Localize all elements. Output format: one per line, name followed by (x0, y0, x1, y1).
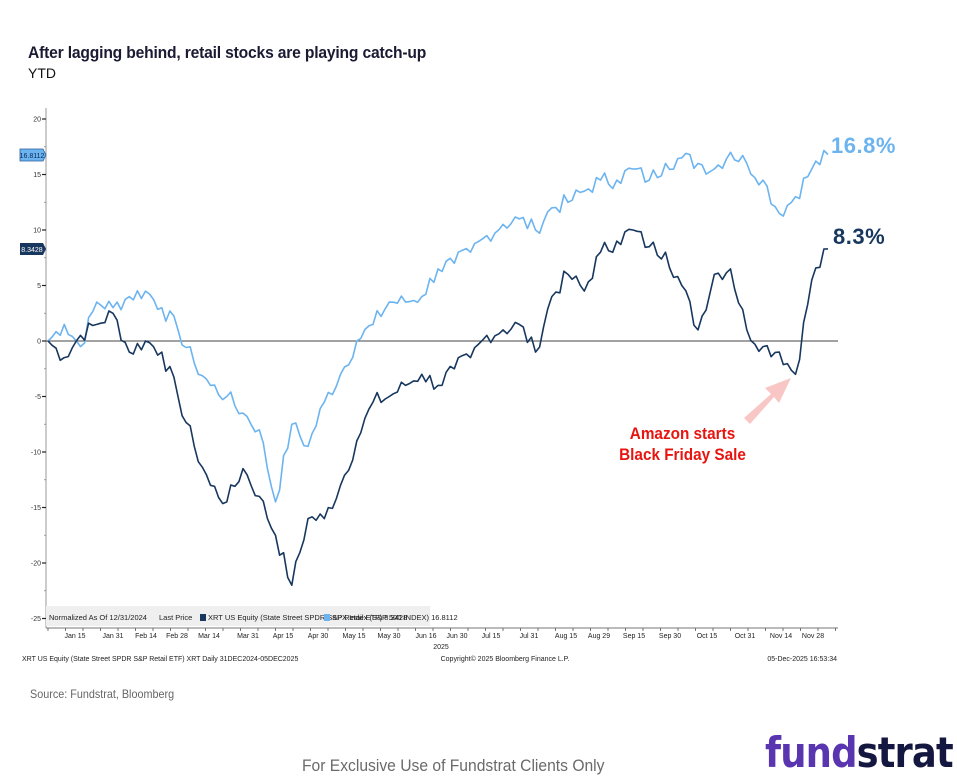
y-tick-label: -10 (31, 450, 41, 457)
xrt-value-badge: 8.3428 (20, 243, 46, 255)
legend-last-price: Last Price (159, 613, 192, 622)
spx-end-label: 16.8% (831, 133, 896, 158)
x-tick-label: Sep 30 (659, 633, 681, 640)
disclaimer: For Exclusive Use of Fundstrat Clients O… (302, 756, 605, 775)
legend-swatch-spx (324, 614, 330, 621)
x-tick-label: Oct 31 (735, 633, 756, 640)
x-tick-label: Mar 31 (237, 633, 259, 640)
legend-xrt: XRT US Equity (State Street SPDR S&P Ret… (208, 613, 407, 622)
legend-normalized: Normalized As Of 12/31/2024 (49, 613, 147, 622)
xrt-end-label: 8.3% (833, 224, 886, 249)
x-tick-label: Apr 30 (308, 633, 329, 640)
callout-line2: Black Friday Sale (619, 445, 746, 464)
fundstrat-logo: fundstrat (765, 728, 954, 777)
callout-arrow-icon (744, 378, 791, 424)
x-tick-label: Feb 14 (135, 633, 157, 640)
y-tick-label: 10 (33, 228, 41, 235)
x-tick-label: Jun 16 (415, 633, 436, 640)
x-tick-label: Nov 28 (802, 633, 824, 640)
x-tick-label: Jan 31 (102, 633, 123, 640)
line-chart: 20 15 10 5 0 -5 -10 -15 -20 -25 Jan 15 Jan 31 Feb 1… (19, 108, 838, 663)
y-tick-label: 15 (33, 172, 41, 179)
bloomberg-footer-left: XRT US Equity (State Street SPDR S&P Ret… (22, 656, 298, 663)
chart-subtitle: YTD (28, 65, 56, 81)
x-tick-label: Aug 29 (588, 633, 610, 640)
y-tick-label: -25 (31, 616, 41, 623)
legend-box (46, 606, 430, 626)
svg-text:16.8112: 16.8112 (20, 153, 45, 160)
source-note: Source: Fundstrat, Bloomberg (30, 687, 175, 701)
y-tick-label: -5 (35, 394, 41, 401)
logo-part-fund: fund (765, 728, 858, 777)
legend-swatch-xrt (200, 614, 206, 621)
y-tick-label: 0 (37, 339, 41, 346)
spx-series-line (47, 149, 829, 503)
y-tick-label: -20 (31, 561, 41, 568)
x-tick-label: Mar 14 (198, 633, 220, 640)
bloomberg-copyright: Copyright© 2025 Bloomberg Finance L.P. (441, 655, 570, 663)
svg-text:8.3428: 8.3428 (21, 247, 43, 254)
x-tick-label: Sep 15 (623, 633, 645, 640)
x-tick-label: Apr 15 (273, 633, 294, 640)
chart-title: After lagging behind, retail stocks are … (28, 43, 427, 62)
y-tick-label: 5 (37, 283, 41, 290)
x-axis-ticks: Jan 15 Jan 31 Feb 14 Feb 28 Mar 14 Mar 31 Apr … (47, 628, 836, 640)
x-tick-label: Feb 28 (166, 633, 188, 640)
callout-line1: Amazon starts (629, 424, 736, 443)
x-tick-label: Nov 14 (770, 633, 792, 640)
x-tick-label: Jul 15 (482, 633, 501, 640)
x-tick-label: Oct 15 (697, 633, 718, 640)
y-axis-ticks: 20 15 10 5 0 -5 -10 -15 -20 -25 (31, 117, 46, 623)
y-tick-label: -15 (31, 505, 41, 512)
bloomberg-timestamp: 05-Dec-2025 16:53:34 (767, 656, 837, 663)
x-tick-label: May 15 (343, 633, 366, 640)
x-axis-year: 2025 (433, 644, 449, 651)
x-tick-label: Jun 30 (446, 633, 467, 640)
spx-value-badge: 16.8112 (19, 148, 47, 162)
x-tick-label: Jan 15 (64, 633, 85, 640)
x-tick-label: May 30 (378, 633, 401, 640)
x-tick-label: Jul 31 (520, 633, 539, 640)
x-tick-label: Aug 15 (555, 633, 577, 640)
logo-part-strat: strat (856, 728, 954, 777)
xrt-series-line (47, 228, 829, 587)
legend-spx: SPX Index (S&P 500 INDEX) 16.8112 (332, 613, 458, 622)
y-tick-label: 20 (33, 117, 41, 124)
amazon-callout: Amazon starts Black Friday Sale (608, 423, 757, 465)
